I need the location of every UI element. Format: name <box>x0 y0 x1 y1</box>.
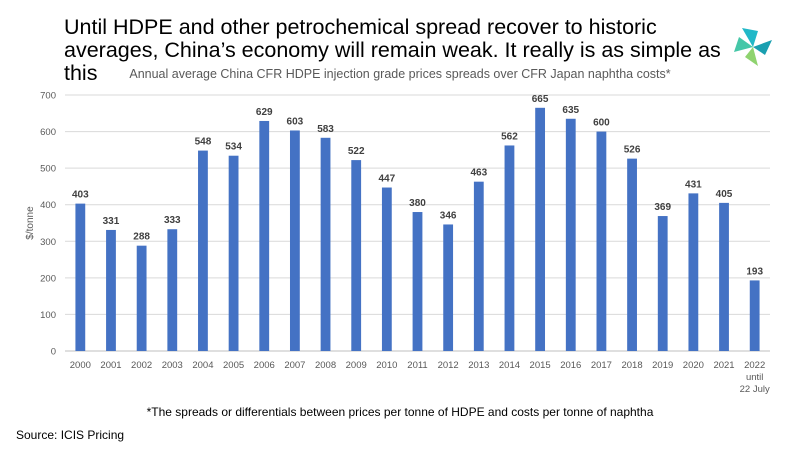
data-label: 431 <box>685 179 702 190</box>
bar <box>198 150 208 351</box>
bar <box>259 120 270 351</box>
data-label: 346 <box>440 210 457 221</box>
x-tick-label: 2009 <box>346 360 367 371</box>
data-label: 629 <box>256 107 273 118</box>
x-tick-label: 2004 <box>192 360 213 371</box>
bar <box>381 187 392 351</box>
data-label: 548 <box>195 137 212 148</box>
y-axis-ticks: 0 100 200 300 400 500 600 700 <box>40 91 56 358</box>
bar <box>657 216 668 351</box>
data-label: 405 <box>716 189 733 200</box>
bar <box>504 145 515 351</box>
bar <box>289 130 300 351</box>
x-tick-label: 2010 <box>376 360 397 371</box>
data-label: 522 <box>348 146 365 157</box>
x-tick-label: 2019 <box>652 360 673 371</box>
y-tick-label: 100 <box>40 310 56 321</box>
x-tick-label: 2005 <box>223 360 244 371</box>
x-tick-label: 2003 <box>162 360 183 371</box>
data-label: 331 <box>103 216 120 227</box>
bar <box>565 118 576 352</box>
data-label: 193 <box>746 266 763 277</box>
x-tick-label: 2021 <box>713 360 734 371</box>
data-label: 635 <box>562 105 579 116</box>
y-tick-label: 300 <box>40 237 56 248</box>
bar <box>719 202 729 351</box>
x-tick-label: 2000 <box>70 360 91 371</box>
x-tick-label: 2008 <box>315 360 336 371</box>
bar <box>228 155 239 351</box>
x-tick-label: 2012 <box>438 360 459 371</box>
x-tick-label: 2015 <box>530 360 551 371</box>
data-labels: 403 331 288 333 548 534 629 603 583 522 447 380 346 4… <box>72 94 763 278</box>
data-label: 534 <box>225 142 242 153</box>
x-axis-ticks: 2000 2001 2002 2003 2004 2005 2006 2007 2008 2009… <box>70 360 770 395</box>
y-tick-label: 600 <box>40 127 56 138</box>
x-tick-label: 2002 <box>131 360 152 371</box>
bar <box>106 229 116 351</box>
footnote: *The spreads or differentials between pr… <box>146 405 654 419</box>
bars <box>75 107 760 352</box>
x-tick-label: 2001 <box>100 360 121 371</box>
bar <box>627 158 637 351</box>
bar <box>412 212 423 351</box>
y-tick-label: 200 <box>40 273 56 284</box>
data-label: 380 <box>409 198 426 209</box>
x-tick-label: 2013 <box>468 360 489 371</box>
bar <box>320 137 331 351</box>
source-note: Source: ICIS Pricing <box>16 428 125 442</box>
data-label: 333 <box>164 215 181 226</box>
bar <box>688 193 699 351</box>
x-tick-label: 2022 until 22 July <box>740 360 770 395</box>
data-label: 369 <box>654 202 671 213</box>
bar <box>136 245 147 351</box>
bar <box>167 229 178 351</box>
data-label: 526 <box>624 145 641 156</box>
data-label: 288 <box>133 232 150 243</box>
data-label: 447 <box>379 174 396 185</box>
x-tick-label: 2016 <box>560 360 581 371</box>
icis-logo-icon <box>734 28 772 66</box>
bar <box>749 280 760 351</box>
bar <box>443 224 454 351</box>
chart-title: Annual average China CFR HDPE injection … <box>129 67 671 81</box>
data-label: 583 <box>317 124 334 135</box>
x-tick-label: 2014 <box>499 360 520 371</box>
x-tick-label: 2011 <box>407 360 427 371</box>
data-label: 562 <box>501 131 518 142</box>
x-tick-label: 2007 <box>284 360 305 371</box>
data-label: 463 <box>470 168 487 179</box>
x-tick-label: 2017 <box>591 360 612 371</box>
bar <box>596 131 607 351</box>
x-tick-label: 2020 <box>683 360 704 371</box>
data-label: 403 <box>72 190 89 201</box>
bar <box>535 107 546 351</box>
y-tick-label: 500 <box>40 164 56 175</box>
y-axis-label: $/tonne <box>25 206 36 240</box>
data-label: 600 <box>593 118 610 129</box>
data-label: 665 <box>532 94 549 105</box>
x-tick-label: 2018 <box>621 360 642 371</box>
bar <box>473 181 484 351</box>
chart-headline: Until HDPE and other petrochemical sprea… <box>64 15 721 85</box>
y-tick-label: 400 <box>40 200 56 211</box>
bar <box>351 160 362 351</box>
x-tick-label: 2006 <box>254 360 275 371</box>
y-tick-label: 0 <box>51 347 56 358</box>
y-tick-label: 700 <box>40 91 56 102</box>
bar <box>75 203 86 351</box>
data-label: 603 <box>287 116 304 127</box>
